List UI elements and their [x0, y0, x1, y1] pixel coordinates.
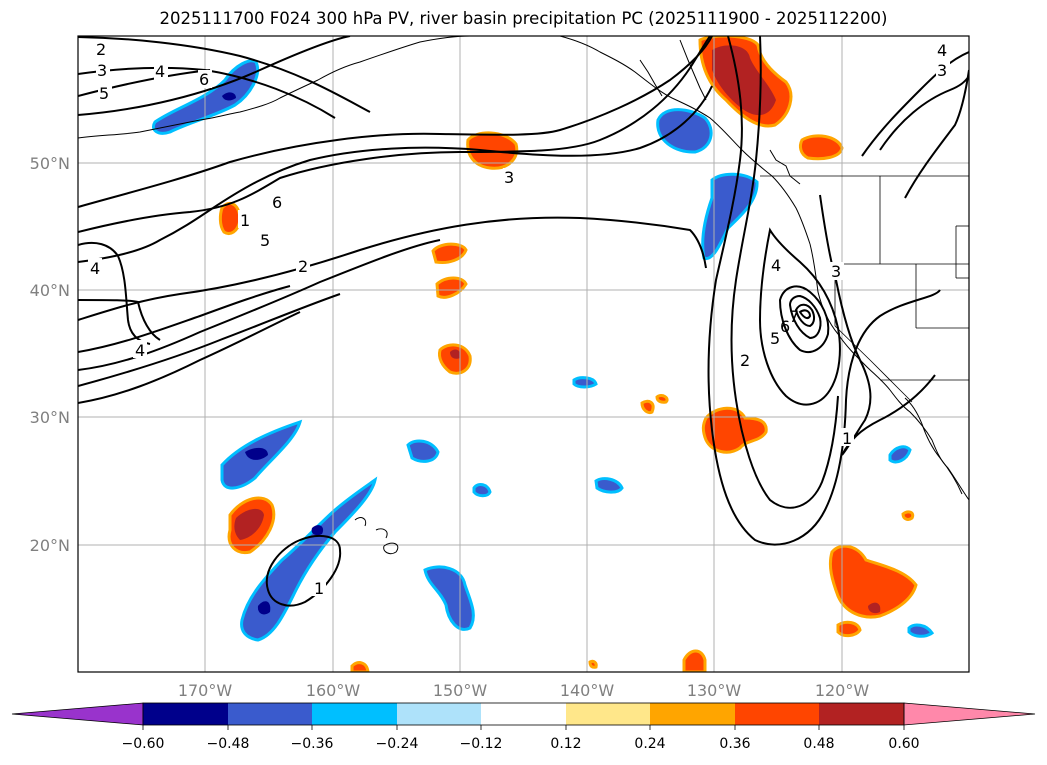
graticule [78, 36, 969, 672]
positive-anomaly-areas [218, 36, 918, 672]
lon-label-160w: 160°W [306, 681, 361, 700]
lon-label-120w: 120°W [815, 681, 870, 700]
pv-label: 5 [99, 84, 109, 103]
lon-label-150w: 150°W [433, 681, 488, 700]
pv-label: 3 [504, 168, 514, 187]
colorbar-extend-low [11, 702, 144, 726]
pv-label: 3 [831, 262, 841, 281]
pv-label: 2 [740, 351, 750, 370]
pv-label: 3 [97, 61, 107, 80]
colorbar-bin [397, 703, 481, 725]
coastlines [78, 36, 969, 555]
colorbar-bin [228, 703, 312, 725]
pv-label: 5 [770, 329, 780, 348]
lon-label-170w: 170°W [178, 681, 233, 700]
page-title: 2025111700 F024 300 hPa PV, river basin … [159, 9, 888, 28]
pv-label: 1 [842, 429, 852, 448]
pv-label: 4 [135, 341, 145, 360]
pv-label: 3 [937, 61, 947, 80]
pv-label: 4 [155, 62, 165, 81]
colorbar-bin [566, 703, 650, 725]
pv-contours [78, 36, 969, 607]
pv-label: 4 [90, 259, 100, 278]
pv-label: 6 [199, 70, 209, 89]
colorbar-tick: 0.12 [550, 736, 581, 752]
colorbar-tick: −0.60 [122, 736, 165, 752]
colorbar-tick: −0.36 [291, 736, 334, 752]
colorbar-tick: −0.48 [207, 736, 250, 752]
pv-label: 7 [789, 307, 799, 326]
pv-label: 6 [780, 317, 790, 336]
colorbar-bin [819, 703, 904, 725]
pv-label: 1 [240, 211, 250, 230]
colorbar-tick: −0.24 [376, 736, 419, 752]
colorbar-tick: 0.48 [803, 736, 834, 752]
lat-label-30: 30°N [30, 408, 70, 427]
pv-label: 4 [937, 41, 947, 60]
lat-label-20: 20°N [30, 536, 70, 555]
colorbar-extend-high [903, 702, 1036, 726]
pv-label: 1 [314, 579, 324, 598]
colorbar: −0.60 −0.48 −0.36 −0.24 −0.12 0.12 0.24 … [11, 702, 1036, 752]
map-border [77, 35, 970, 673]
colorbar-tick: 0.60 [888, 736, 919, 752]
colorbar-bin [312, 703, 397, 725]
lon-label-140w: 140°W [560, 681, 615, 700]
pv-contour-labels: 2 3 4 5 6 6 5 2 4 4 3 4 3 4 3 2 7 6 5 1 [88, 40, 950, 598]
lat-label-50: 50°N [30, 154, 70, 173]
pv-label: 5 [260, 231, 270, 250]
colorbar-bin [650, 703, 735, 725]
strong-negative-cores [222, 92, 324, 615]
pv-label: 6 [272, 193, 282, 212]
colorbar-tick: −0.12 [460, 736, 503, 752]
colorbar-bin [735, 703, 819, 725]
pv-label: 4 [771, 256, 781, 275]
lon-label-130w: 130°W [687, 681, 742, 700]
colorbar-bin [143, 703, 228, 725]
pv-label: 2 [96, 40, 106, 59]
lat-label-40: 40°N [30, 281, 70, 300]
colorbar-bin [481, 703, 566, 725]
longitude-labels: 170°W 160°W 150°W 140°W 130°W 120°W [178, 681, 870, 700]
colorbar-tick: 0.24 [634, 736, 665, 752]
latitude-labels: 50°N 40°N 30°N 20°N [30, 154, 70, 555]
colorbar-outline [142, 702, 905, 726]
precipitation-shading [152, 36, 935, 672]
colorbar-tick: 0.36 [719, 736, 750, 752]
pv-label: 2 [298, 257, 308, 276]
